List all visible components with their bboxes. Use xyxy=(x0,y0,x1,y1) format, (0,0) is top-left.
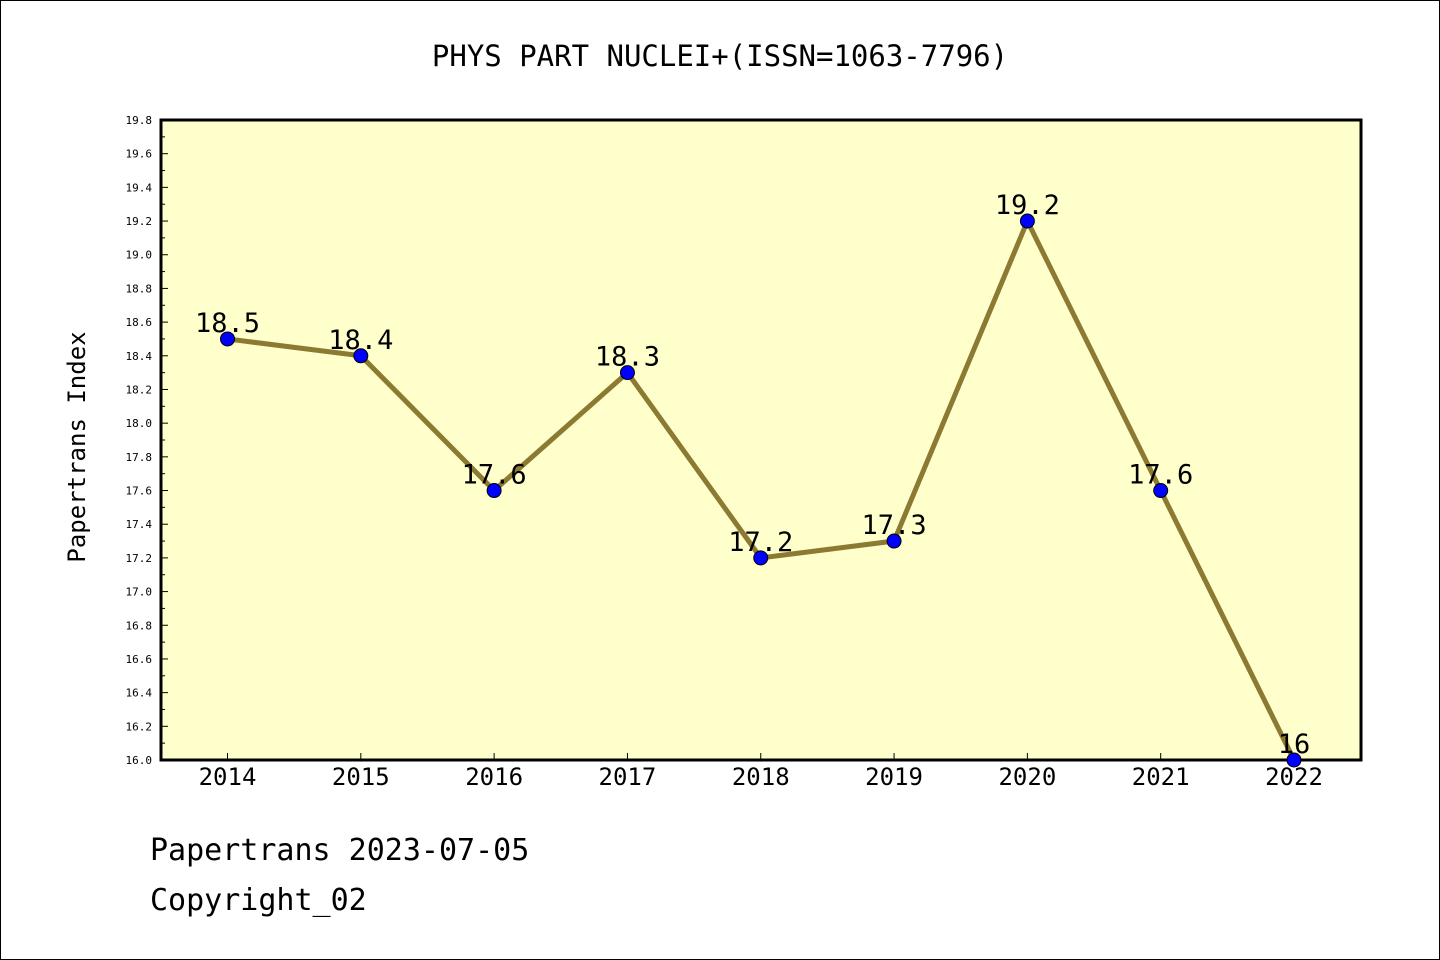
y-tick-label: 18.2 xyxy=(126,383,153,396)
data-point xyxy=(886,533,902,549)
data-point xyxy=(1153,483,1169,499)
chart-title: PHYS PART NUCLEI+(ISSN=1063-7796) xyxy=(432,39,1008,73)
y-tick-label: 18.6 xyxy=(126,316,153,329)
y-tick-label: 17.6 xyxy=(126,485,153,498)
data-label: 17.6 xyxy=(1128,460,1193,491)
data-point xyxy=(486,483,502,499)
data-point xyxy=(220,331,235,347)
y-tick-label: 16.6 xyxy=(126,653,153,666)
data-point xyxy=(1286,752,1302,768)
y-tick-label: 16.4 xyxy=(126,687,153,700)
data-point xyxy=(353,348,369,364)
y-tick-label: 16.2 xyxy=(126,720,153,733)
y-tick-label: 19.4 xyxy=(126,181,153,194)
x-tick-label: 2018 xyxy=(732,763,790,791)
x-tick-label: 2019 xyxy=(865,763,923,791)
data-label: 17.3 xyxy=(862,510,927,541)
y-axis-label: Papertrans Index xyxy=(63,331,91,562)
plot-area xyxy=(159,118,1363,762)
data-label: 18.3 xyxy=(595,342,660,373)
data-label: 18.4 xyxy=(328,325,393,356)
y-tick-label: 18.8 xyxy=(126,282,153,295)
footer-copyright: Copyright_02 xyxy=(150,883,367,918)
y-tick-label: 16.0 xyxy=(126,754,153,767)
data-markers xyxy=(220,213,1302,768)
y-tick-label: 18.4 xyxy=(126,350,153,363)
footer-date: Papertrans 2023-07-05 xyxy=(150,833,530,868)
data-label: 16 xyxy=(1278,729,1311,760)
data-label: 17.2 xyxy=(728,527,793,558)
data-point xyxy=(619,365,635,381)
y-tick-label: 16.8 xyxy=(126,619,153,632)
y-tick-label: 19.8 xyxy=(126,114,153,127)
data-label: 18.5 xyxy=(195,308,260,339)
x-tick-label: 2016 xyxy=(465,763,523,791)
y-tick-label: 17.0 xyxy=(126,586,153,599)
data-point xyxy=(753,550,769,566)
x-tick-label: 2014 xyxy=(199,763,257,791)
x-tick-label: 2020 xyxy=(998,763,1056,791)
data-label: 17.6 xyxy=(462,460,527,491)
x-tick-label: 2022 xyxy=(1265,763,1323,791)
y-tick-label: 19.0 xyxy=(126,249,153,262)
y-tick-label: 17.2 xyxy=(126,552,153,565)
y-tick-label: 17.4 xyxy=(126,518,153,531)
y-tick-label: 18.0 xyxy=(126,417,153,430)
x-tick-label: 2015 xyxy=(332,763,390,791)
data-labels: 18.5 18.4 17.6 18.3 17.2 17.3 19.2 17.6 16 xyxy=(195,190,1310,760)
x-axis-ticks: 2014 2015 2016 2017 2018 2019 2020 2021 2022 xyxy=(199,753,1323,791)
y-tick-label: 19.2 xyxy=(126,215,153,228)
y-tick-label: 19.6 xyxy=(126,148,153,161)
y-axis-ticks: 16.0 16.2 16.4 16.6 16.8 17.0 17.2 17.4 17.6 17.8… xyxy=(126,114,168,767)
x-tick-label: 2017 xyxy=(599,763,657,791)
data-label: 19.2 xyxy=(995,190,1060,221)
y-tick-label: 17.8 xyxy=(126,451,153,464)
x-tick-label: 2021 xyxy=(1132,763,1190,791)
data-point xyxy=(1019,213,1035,229)
